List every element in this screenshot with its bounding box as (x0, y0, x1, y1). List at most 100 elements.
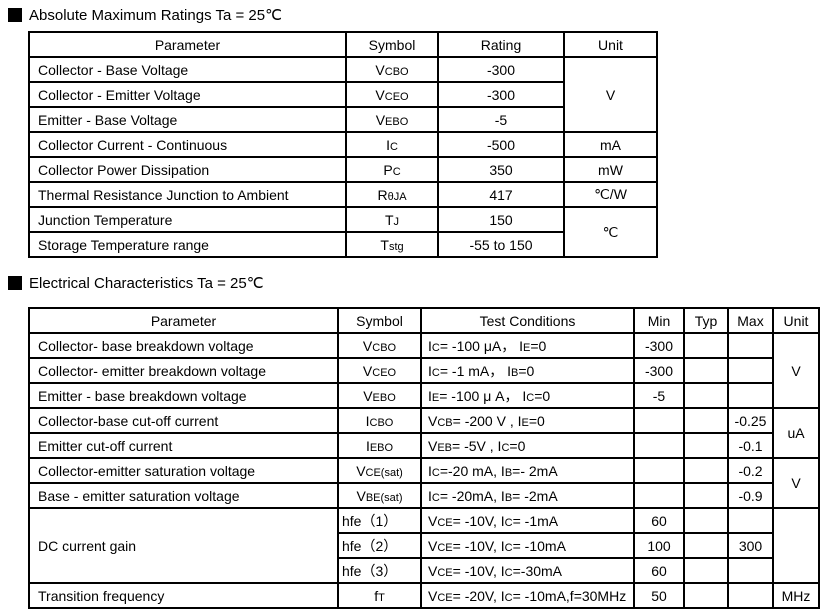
cell-parameter: Collector - Emitter Voltage (28, 81, 347, 108)
cell-max (727, 582, 774, 609)
cell-rating: 150 (437, 206, 565, 233)
cell-symbol: VCBO (337, 332, 422, 359)
cell-typ (683, 407, 729, 434)
cell-max: -0.2 (727, 457, 774, 484)
table-row: hfe（3） VCE= -10V, IC=-30mA 60 (29, 557, 819, 584)
cell-min: -300 (633, 357, 685, 384)
cell-unit-voltage: V (563, 56, 658, 133)
cell-typ (683, 432, 729, 459)
cell-conditions: VCE= -10V, IC= -10mA (420, 532, 635, 559)
cell-rating: -5 (437, 106, 565, 133)
col-header-symbol: Symbol (337, 307, 422, 334)
cell-conditions: IE= -100 μ A， IC=0 (420, 382, 635, 409)
cell-min: 60 (633, 557, 685, 584)
cell-parameter: Storage Temperature range (28, 231, 347, 258)
table-row: Base - emitter saturation voltage VBE(sa… (28, 482, 819, 509)
cell-conditions: VCB= -200 V , IE=0 (420, 407, 635, 434)
black-square-bullet-icon (8, 276, 22, 290)
cell-symbol: ICBO (337, 407, 422, 434)
cell-typ (683, 507, 729, 534)
table-row: Collector - Emitter Voltage VCEO -300 (28, 81, 657, 108)
cell-min (633, 482, 685, 509)
cell-symbol: Tstg (345, 231, 439, 258)
cell-typ (683, 582, 729, 609)
table-row: Collector- emitter breakdown voltage VCE… (28, 357, 819, 384)
col-header-symbol: Symbol (345, 31, 439, 58)
cell-unit-temperature: ℃ (563, 206, 658, 258)
table-row: Junction Temperature TJ 150 ℃ (28, 206, 658, 258)
cell-conditions: VEB= -5V , IC=0 (420, 432, 635, 459)
col-header-typ: Typ (683, 307, 729, 334)
cell-symbol: TJ (345, 206, 439, 233)
table-row: Collector Current - Continuous IC -500 m… (28, 131, 658, 158)
cell-max (727, 507, 774, 534)
cell-rating: -300 (437, 81, 565, 108)
cell-min: 60 (633, 507, 685, 534)
cell-max: -0.9 (727, 482, 774, 509)
table-row: Emitter - Base Voltage VEBO -5 (28, 106, 657, 133)
cell-symbol: VCBO (345, 56, 439, 83)
cell-unit-hfe-blank (772, 507, 820, 584)
cell-max: -0.25 (727, 407, 774, 434)
section-title-electrical: Electrical Characteristics Ta = 25℃ (8, 274, 264, 292)
cell-typ (683, 532, 729, 559)
cell-typ (683, 357, 729, 384)
cell-unit-breakdown-v: V (772, 332, 820, 409)
cell-conditions: IC=-20 mA, IB=- 2mA (420, 457, 635, 484)
col-header-parameter: Parameter (28, 31, 347, 58)
cell-parameter: Emitter - base breakdown voltage (28, 382, 339, 409)
cell-symbol: VBE(sat) (337, 482, 422, 509)
cell-parameter: Junction Temperature (28, 206, 347, 233)
cell-symbol: hfe（3） (337, 557, 422, 584)
section-title-text: Electrical Characteristics Ta = 25℃ (29, 275, 264, 292)
cell-max (727, 557, 774, 584)
cell-parameter: Collector-base cut-off current (28, 407, 339, 434)
black-square-bullet-icon (8, 8, 22, 22)
cell-parameter: Collector Power Dissipation (28, 156, 347, 183)
section-title-abs-max: Absolute Maximum Ratings Ta = 25℃ (8, 6, 282, 24)
cell-typ (683, 457, 729, 484)
col-header-unit: Unit (772, 307, 820, 334)
cell-parameter: Collector-emitter saturation voltage (28, 457, 339, 484)
cell-typ (683, 382, 729, 409)
table-header-row: Parameter Symbol Rating Unit (28, 31, 658, 58)
cell-symbol: fT (337, 582, 422, 609)
table-row: Storage Temperature range Tstg -55 to 15… (28, 231, 657, 258)
table-row: hfe（2） VCE= -10V, IC= -10mA 100 300 (29, 532, 819, 559)
cell-conditions: IC= -1 mA， IB=0 (420, 357, 635, 384)
cell-conditions: IC= -20mA, IB= -2mA (420, 482, 635, 509)
col-header-max: Max (727, 307, 774, 334)
cell-min: -5 (633, 382, 685, 409)
cell-max: -0.1 (727, 432, 774, 459)
col-header-min: Min (633, 307, 685, 334)
cell-unit-cutoff-ua: uA (772, 407, 820, 459)
cell-symbol: PC (345, 156, 439, 183)
cell-rating: -500 (437, 131, 565, 158)
section-title-text: Absolute Maximum Ratings Ta = 25℃ (29, 7, 282, 24)
cell-parameter: Collector Current - Continuous (28, 131, 347, 158)
cell-symbol: RθJA (345, 181, 439, 208)
cell-symbol: VCE(sat) (337, 457, 422, 484)
col-header-unit: Unit (563, 31, 658, 58)
cell-conditions: VCE= -20V, IC= -10mA,f=30MHz (420, 582, 635, 609)
cell-parameter: Emitter - Base Voltage (28, 106, 347, 133)
table-row: DC current gain hfe（1） VCE= -10V, IC= -1… (28, 507, 820, 584)
table-row: Collector- base breakdown voltage VCBO I… (28, 332, 820, 409)
table-row: Emitter - base breakdown voltage VEBO IE… (28, 382, 819, 409)
cell-symbol: hfe（1） (337, 507, 422, 534)
cell-unit: mW (563, 156, 658, 183)
cell-parameter: Collector- emitter breakdown voltage (28, 357, 339, 384)
cell-min: 100 (633, 532, 685, 559)
cell-parameter: Emitter cut-off current (28, 432, 339, 459)
table-row: Emitter cut-off current IEBO VEB= -5V , … (28, 432, 819, 459)
cell-max (727, 357, 774, 384)
cell-max (727, 382, 774, 409)
cell-symbol: IEBO (337, 432, 422, 459)
table-row: Thermal Resistance Junction to Ambient R… (28, 181, 658, 208)
cell-max (727, 332, 774, 359)
electrical-characteristics-table: Parameter Symbol Test Conditions Min Typ… (28, 307, 820, 609)
abs-max-ratings-table: Parameter Symbol Rating Unit Collector -… (28, 31, 658, 258)
cell-conditions: IC= -100 μA， IE=0 (420, 332, 635, 359)
cell-unit-sat-v: V (772, 457, 820, 509)
cell-parameter: Thermal Resistance Junction to Ambient (28, 181, 347, 208)
